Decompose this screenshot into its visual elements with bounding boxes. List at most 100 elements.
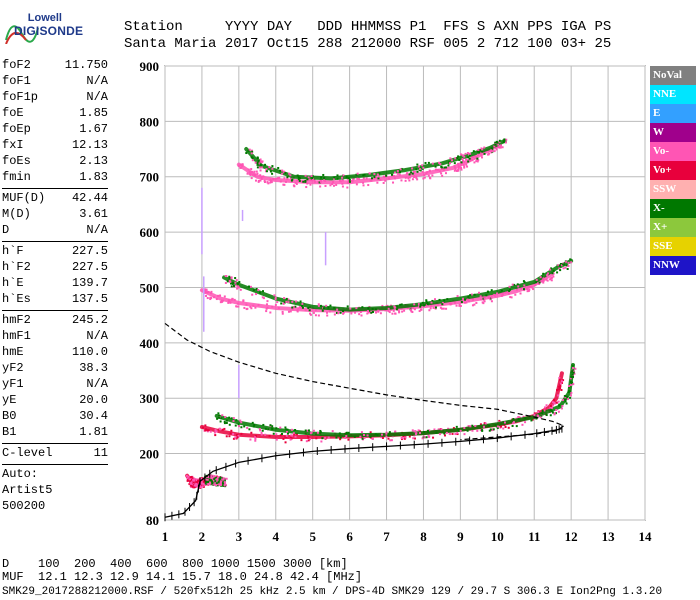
echo-dot xyxy=(450,302,453,305)
echo-dot xyxy=(470,158,473,161)
echo-dot xyxy=(360,314,363,317)
echo-dot xyxy=(227,279,230,282)
echo-dot xyxy=(487,296,490,299)
echo-dot xyxy=(331,430,334,433)
param-name: Auto: xyxy=(2,467,39,481)
echo-dot xyxy=(218,476,221,479)
echo-dot xyxy=(365,177,368,180)
echo-dot xyxy=(476,150,479,153)
echo-dot xyxy=(221,414,224,417)
echo-dot xyxy=(432,436,435,439)
param-value: 30.4 xyxy=(79,409,108,423)
echo-dot xyxy=(359,310,362,313)
echo-dot xyxy=(543,406,546,409)
echo-dot xyxy=(549,268,552,271)
echo-dot xyxy=(223,481,226,484)
echo-dot xyxy=(572,371,575,374)
echo-dot xyxy=(394,306,397,309)
echo-dot xyxy=(348,180,351,183)
echo-dot xyxy=(407,177,410,180)
param-row: hmF1 N/A xyxy=(2,329,108,345)
echo-dot xyxy=(561,405,564,408)
echo-dot xyxy=(206,291,209,294)
echo-dot xyxy=(443,299,446,302)
param-row: h`F2 227.5 xyxy=(2,260,108,276)
echo-dot xyxy=(389,439,392,442)
echo-dot xyxy=(567,398,570,401)
echo-dot xyxy=(504,425,507,428)
echo-dot xyxy=(461,159,464,162)
echo-dot xyxy=(475,156,478,159)
param-row: Artist5 xyxy=(2,483,108,499)
echo-dot xyxy=(449,157,452,160)
echo-dot xyxy=(387,309,390,312)
echo-dot xyxy=(414,170,417,173)
echo-dot xyxy=(213,478,216,481)
echo-dot xyxy=(325,304,328,307)
param-row: Auto: xyxy=(2,467,108,483)
echo-dot xyxy=(550,279,553,282)
param-name: B1 xyxy=(2,425,17,439)
echo-dot xyxy=(473,161,476,164)
echo-dot xyxy=(297,307,300,310)
echo-dot xyxy=(335,311,338,314)
echo-dot xyxy=(421,170,424,173)
echo-dot xyxy=(255,287,258,290)
echo-dot xyxy=(394,312,397,315)
echo-dot xyxy=(199,486,202,489)
echo-dot xyxy=(346,186,349,189)
param-row: hmF2 245.2 xyxy=(2,313,108,329)
echo-dot xyxy=(309,313,312,316)
param-row: C-level 11 xyxy=(2,446,108,462)
echo-dot xyxy=(454,302,457,305)
echo-dot xyxy=(411,429,414,432)
echo-dot xyxy=(498,419,501,422)
echo-dot xyxy=(422,177,425,180)
echo-dot xyxy=(223,484,226,487)
param-separator xyxy=(2,443,108,444)
echo-dot xyxy=(383,176,386,179)
param-value: 3.61 xyxy=(79,207,108,221)
echo-dot xyxy=(465,163,468,166)
echo-dot xyxy=(232,433,235,436)
echo-dot xyxy=(201,482,204,485)
echo-dot xyxy=(475,301,478,304)
echo-dot xyxy=(317,181,320,184)
param-value: N/A xyxy=(86,74,108,88)
param-row: h`F 227.5 xyxy=(2,244,108,260)
echo-dot xyxy=(413,303,416,306)
echo-dot xyxy=(210,290,213,293)
echo-dot xyxy=(235,433,238,436)
echo-dot xyxy=(547,272,550,275)
echo-dot xyxy=(467,156,470,159)
echo-dot xyxy=(541,275,544,278)
echo-dot xyxy=(542,281,545,284)
echo-dot xyxy=(516,283,519,286)
echo-dot xyxy=(413,308,416,311)
echo-dot xyxy=(448,162,451,165)
echo-dot xyxy=(317,304,320,307)
echo-dot xyxy=(457,165,460,168)
echo-dot xyxy=(408,435,411,438)
echo-dot xyxy=(361,437,364,440)
echo-dot xyxy=(207,429,210,432)
echo-dot xyxy=(459,304,462,307)
echo-dot xyxy=(200,477,203,480)
echo-dot xyxy=(339,311,342,314)
echo-dot xyxy=(273,294,276,297)
echo-dot xyxy=(289,438,292,441)
echo-dot xyxy=(260,177,263,180)
scaled-parameters-panel: foF2 11.750 foF1 N/A foF1p N/A foE 1.85 foEp 1.67… xyxy=(2,58,108,515)
ionogram-chart: 1 2 3 4 5 6 7 8 9 10 11 12 13 14802003004005006007008… xyxy=(140,59,653,544)
echo-dot xyxy=(236,287,239,290)
echo-dot xyxy=(414,430,417,433)
echo-dot xyxy=(248,170,251,173)
echo-dot xyxy=(197,478,200,481)
echo-dot xyxy=(337,312,340,315)
param-value: 2.13 xyxy=(79,154,108,168)
echo-dot xyxy=(514,293,517,296)
echo-dot xyxy=(517,418,520,421)
echo-dot xyxy=(561,381,564,384)
legend-item-sse: SSE xyxy=(650,237,696,256)
echo-dot xyxy=(550,405,553,408)
